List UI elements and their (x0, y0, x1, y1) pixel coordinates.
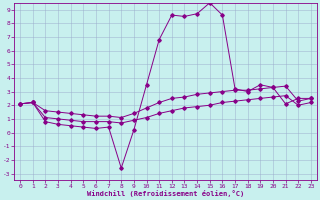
X-axis label: Windchill (Refroidissement éolien,°C): Windchill (Refroidissement éolien,°C) (87, 190, 244, 197)
